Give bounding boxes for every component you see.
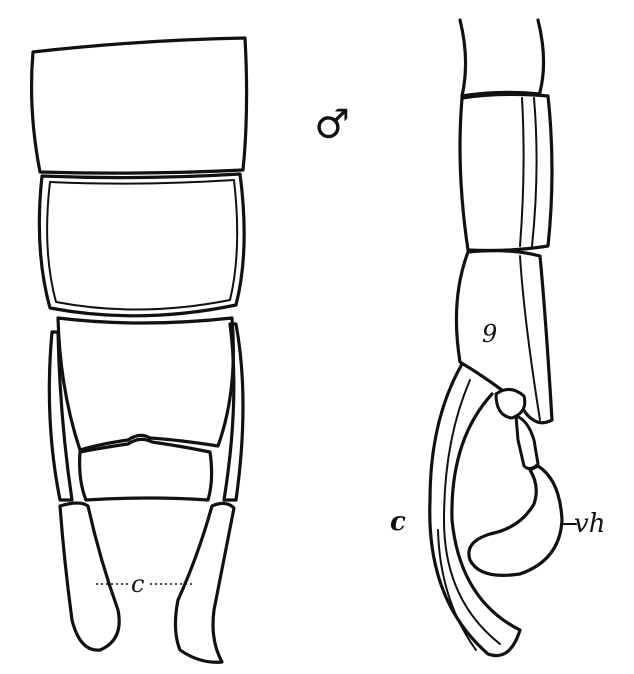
dorsal-segment-3 (56, 316, 235, 452)
lateral-cercus-outer (428, 362, 522, 658)
lateral-stylus (514, 414, 540, 471)
dorsal-left-cercus (58, 501, 121, 652)
lateral-cercus-inner-2 (437, 529, 477, 651)
dorsal-segment-2-inner (46, 179, 239, 311)
lateral-ventral-hook (467, 464, 564, 577)
lateral-c-label: c (390, 507, 406, 537)
dorsal-right-cercus (173, 501, 236, 664)
segment-9-label: 9 (482, 320, 497, 348)
lateral-segment-upper (458, 92, 554, 253)
dorsal-view: c (29, 36, 249, 664)
lateral-segment-upper-groove (519, 97, 538, 247)
lateral-top-stub (458, 18, 546, 98)
lateral-view: 9 vh c (390, 18, 605, 658)
male-symbol: ♂ (314, 102, 350, 148)
lateral-small-appendage (494, 388, 527, 420)
vh-label: vh (574, 509, 605, 539)
dorsal-segment-2 (37, 172, 246, 318)
dorsal-segment-1 (29, 36, 249, 175)
dorsal-right-flank (222, 322, 245, 502)
dorsal-segment-4 (78, 437, 214, 502)
lateral-cercus-inner (443, 379, 501, 645)
dorsal-c-label: c (131, 570, 144, 598)
dorsal-left-flank (47, 330, 74, 502)
lateral-segment-9-edge (519, 255, 541, 421)
lateral-segment-9 (454, 249, 554, 425)
